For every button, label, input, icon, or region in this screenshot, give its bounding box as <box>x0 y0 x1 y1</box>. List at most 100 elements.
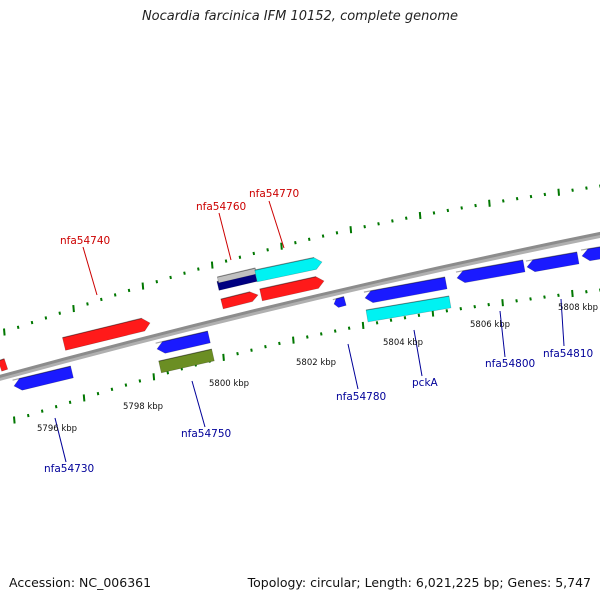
outer-tick <box>141 282 145 290</box>
outer-tick <box>391 219 394 223</box>
backbone-shadow <box>0 232 600 381</box>
gene-label-pckA[interactable]: pckA <box>412 377 439 389</box>
scale-label-5800: 5800 kbp <box>209 379 249 389</box>
inner-tick <box>306 335 309 339</box>
gene-nfa54800-edge <box>455 259 524 273</box>
outer-tick <box>363 224 366 229</box>
gene-blue-b-edge <box>363 276 446 293</box>
gene-red-b <box>259 276 325 302</box>
gene-red-edge <box>0 358 9 372</box>
inner-tick <box>96 391 100 396</box>
outer-tick <box>349 226 353 234</box>
outer-tick <box>418 211 422 220</box>
inner-tick <box>473 304 477 309</box>
inner-tick <box>389 318 393 322</box>
inner-tick <box>138 379 142 383</box>
outer-tick <box>280 242 283 250</box>
outer-tick <box>210 261 214 269</box>
gene-nfa54770-edge <box>254 256 315 271</box>
inner-tick <box>319 332 323 336</box>
outer-tick <box>252 251 256 256</box>
gene-nfa54750-body <box>158 348 215 374</box>
gene-nfa54740-edge <box>62 317 142 339</box>
outer-tick <box>335 231 339 235</box>
leader-nfa54760 <box>218 212 232 261</box>
inner-tick <box>110 387 114 392</box>
outer-tick <box>585 186 588 190</box>
outer-tick <box>474 203 477 208</box>
accession-text: Accession: NC_006361 <box>9 575 152 590</box>
gene-gray <box>216 267 258 284</box>
outer-tick <box>543 192 547 197</box>
outer-tick <box>404 216 408 220</box>
leader-nfa54800 <box>499 310 506 358</box>
gene-label-nfa54770[interactable]: nfa54770 <box>249 188 299 200</box>
outer-tick <box>571 188 574 192</box>
inner-tick <box>571 289 574 298</box>
gene-nfa54750 <box>158 348 215 374</box>
tick-marks <box>3 184 600 424</box>
gene-label-nfa54730[interactable]: nfa54730 <box>44 463 94 475</box>
leader-nfa54750 <box>191 380 206 428</box>
leader-nfa54770 <box>268 200 285 249</box>
inner-tick <box>403 316 407 320</box>
gene-blue-a-body <box>156 330 211 354</box>
gene-nfa54810-body <box>581 246 600 262</box>
inner-tick <box>236 352 239 356</box>
outer-tick <box>86 302 89 306</box>
inner-tick <box>124 383 128 387</box>
outer-tick <box>197 267 200 271</box>
leader-nfa54740 <box>82 246 98 296</box>
inner-tick <box>82 394 86 402</box>
gene-nfa54760-body <box>220 291 259 310</box>
outer-tick <box>238 255 242 259</box>
outer-tick <box>515 197 519 201</box>
gene-nfa54800-body <box>456 259 526 283</box>
gene-label-nfa54740[interactable]: nfa54740 <box>60 235 110 247</box>
outer-tick <box>294 241 297 245</box>
gene-nfa54810 <box>580 246 600 262</box>
inner-tick <box>361 321 365 330</box>
outer-tick <box>321 234 325 238</box>
outer-tick <box>3 328 6 336</box>
gene-nfa54810-edge <box>580 246 600 251</box>
inner-tick <box>264 345 267 349</box>
gene-blue-b-body <box>364 276 448 303</box>
inner-tick <box>222 353 225 361</box>
outer-tick <box>529 194 533 199</box>
leader-pckA <box>413 329 423 377</box>
gene-label-nfa54810[interactable]: nfa54810 <box>543 348 593 360</box>
outer-tick <box>169 275 172 280</box>
gene-label-nfa54780[interactable]: nfa54780 <box>336 391 386 403</box>
scale-label-5796: 5796 kbp <box>37 424 77 434</box>
inner-tick <box>54 405 58 409</box>
outer-tick <box>30 320 34 325</box>
inner-tick <box>487 302 490 307</box>
outer-tick <box>446 208 450 213</box>
outer-tick <box>100 297 103 302</box>
gene-label-nfa54750[interactable]: nfa54750 <box>181 428 231 440</box>
inner-tick <box>166 371 170 375</box>
outer-tick <box>488 199 491 207</box>
gene-nfa54730 <box>12 365 74 391</box>
gene-red-b-body <box>259 276 325 302</box>
gene-red-edge-edge <box>0 358 5 361</box>
gene-nfa54740-body <box>62 318 151 351</box>
outer-tick <box>307 237 311 242</box>
scale-label-5802: 5802 kbp <box>296 358 336 368</box>
inner-tick <box>278 341 281 346</box>
inner-tick <box>347 326 351 330</box>
outer-tick <box>44 316 48 320</box>
inner-tick <box>26 413 30 418</box>
topology-text: Topology: circular; Length: 6,021,225 bp… <box>247 575 591 590</box>
outer-tick <box>72 305 75 313</box>
leader-nfa54780 <box>347 343 359 390</box>
gene-label-nfa54800[interactable]: nfa54800 <box>485 358 535 370</box>
gene-label-nfa54760[interactable]: nfa54760 <box>196 201 246 213</box>
gene-blue-c <box>525 251 580 273</box>
inner-tick <box>585 290 588 294</box>
outer-tick <box>460 206 463 210</box>
label-leader-lines <box>54 200 565 463</box>
inner-tick <box>40 409 44 413</box>
